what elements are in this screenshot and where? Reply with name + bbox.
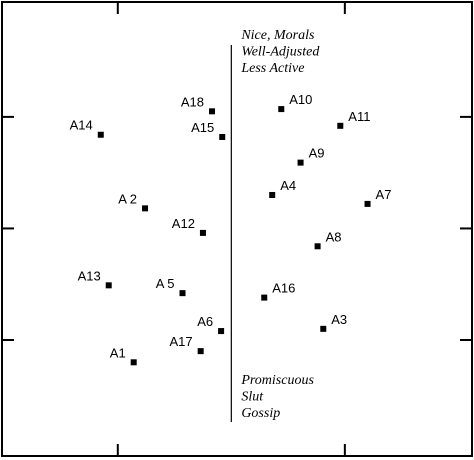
point-label: A 5 bbox=[156, 276, 175, 291]
point bbox=[314, 243, 321, 250]
annotation: Less Active bbox=[240, 61, 304, 76]
point-label: A17 bbox=[170, 334, 193, 349]
point-label: A18 bbox=[181, 94, 204, 109]
point bbox=[337, 122, 344, 129]
annotation: Nice, Morals bbox=[240, 28, 315, 43]
point bbox=[364, 200, 371, 207]
annotation: Slut bbox=[241, 390, 264, 405]
point bbox=[269, 191, 276, 198]
point bbox=[199, 229, 206, 236]
point bbox=[179, 290, 186, 297]
annotation: Well-Adjusted bbox=[241, 45, 320, 60]
point-label: A6 bbox=[197, 314, 213, 329]
point-label: A12 bbox=[172, 216, 195, 231]
point-label: A4 bbox=[280, 178, 296, 193]
point-label: A3 bbox=[331, 312, 347, 327]
point-label: A16 bbox=[272, 281, 295, 296]
point bbox=[261, 294, 268, 301]
point-label: A8 bbox=[326, 229, 342, 244]
point-label: A7 bbox=[376, 187, 392, 202]
point-label: A14 bbox=[70, 118, 93, 133]
point-label: A11 bbox=[348, 109, 370, 124]
point bbox=[142, 205, 149, 212]
point-label: A10 bbox=[289, 92, 312, 107]
point bbox=[97, 131, 104, 138]
point bbox=[297, 159, 304, 166]
point bbox=[130, 359, 137, 366]
annotation: Gossip bbox=[241, 406, 280, 421]
point bbox=[219, 133, 226, 140]
point bbox=[278, 106, 285, 113]
point-label: A9 bbox=[309, 146, 325, 161]
point bbox=[218, 328, 225, 335]
point bbox=[320, 325, 327, 332]
point bbox=[105, 282, 112, 289]
point-label: A15 bbox=[191, 120, 214, 135]
point bbox=[209, 108, 216, 115]
annotation: Promiscuous bbox=[240, 373, 314, 388]
point-label: A 2 bbox=[118, 191, 137, 206]
point bbox=[197, 348, 204, 355]
point-label: A1 bbox=[110, 345, 126, 360]
point-label: A13 bbox=[78, 268, 101, 283]
